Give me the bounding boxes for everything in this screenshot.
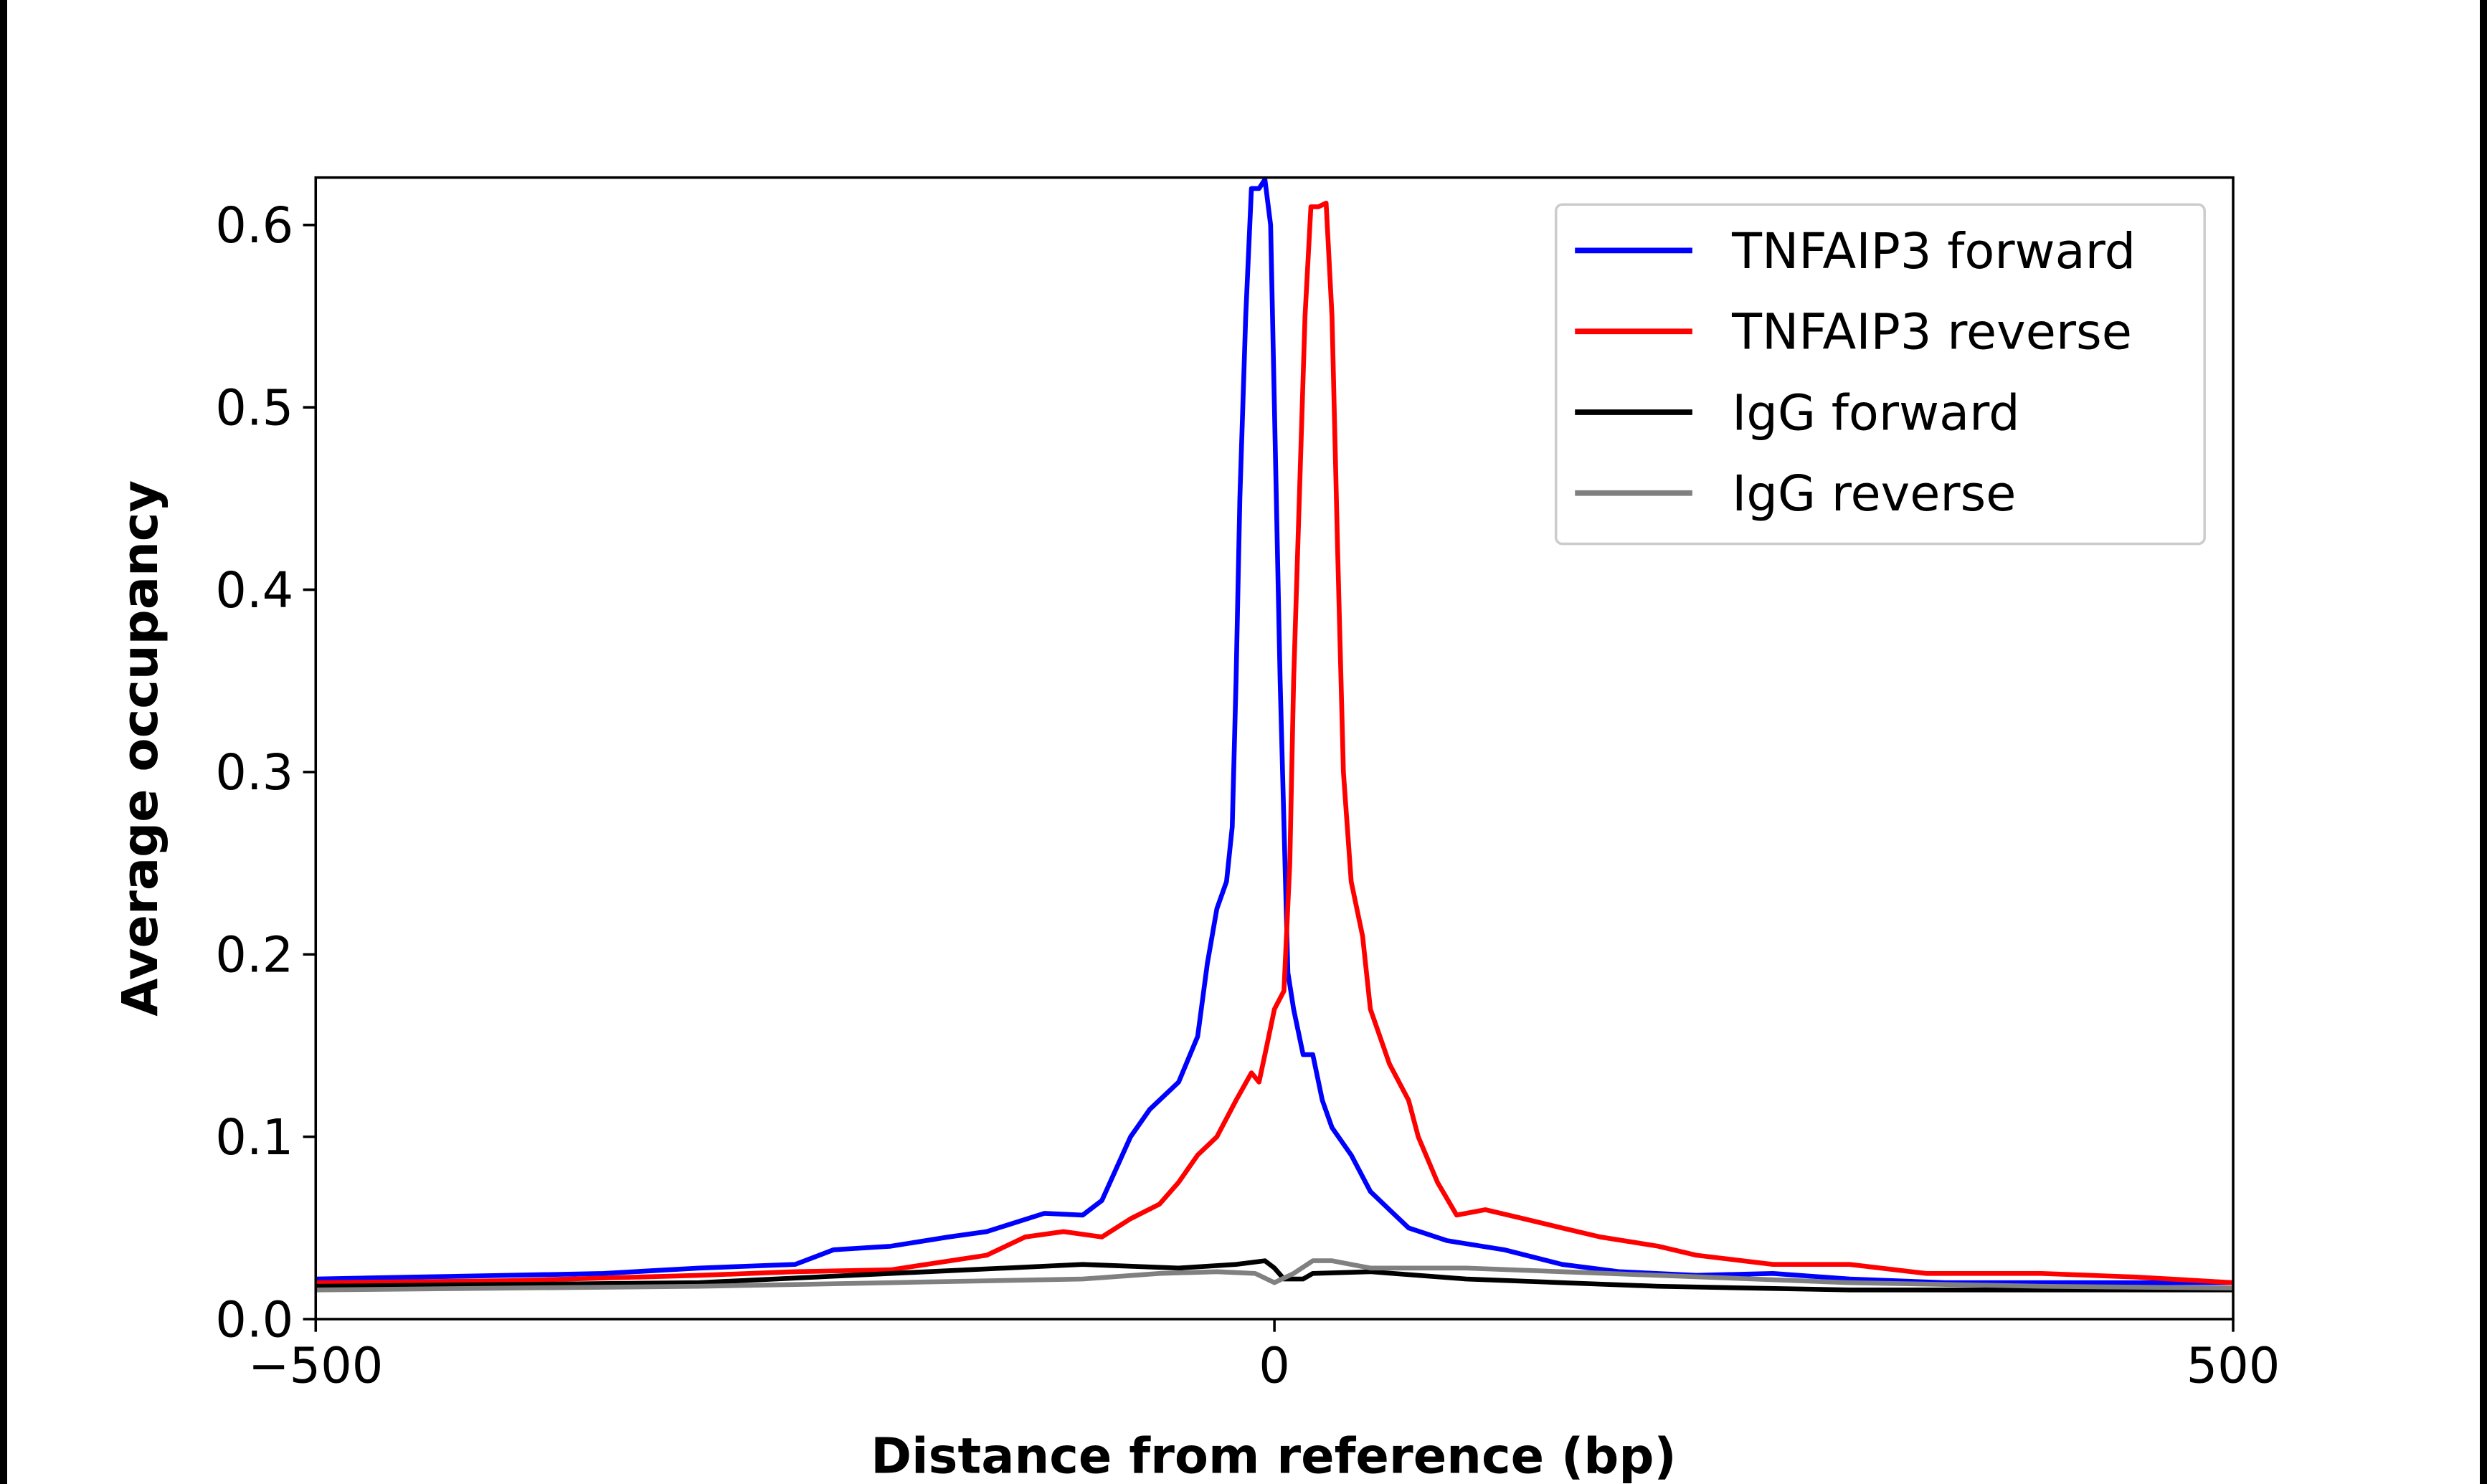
y-ticks: 0.0 0.1 0.2 0.3 0.4 0.5 0.6 — [215, 197, 316, 1349]
legend-box — [1554, 203, 2206, 546]
legend-label: TNFAIP3 forward — [1731, 223, 2136, 280]
legend-label: IgG forward — [1732, 384, 2019, 442]
y-tick-label: 0.3 — [215, 744, 293, 802]
x-tick-label: 0 — [1259, 1337, 1290, 1394]
series-line-3 — [316, 1258, 2234, 1293]
y-tick-label: 0.4 — [215, 562, 293, 619]
y-tick-label: 0.2 — [215, 927, 293, 984]
x-ticks: −500 0 500 — [248, 1319, 2280, 1394]
x-axis-label: Distance from reference (bp) — [871, 1428, 1677, 1484]
legend: TNFAIP3 forward TNFAIP3 reverse IgG forwar… — [1554, 203, 2206, 546]
x-tick-label: −500 — [248, 1337, 383, 1394]
y-tick-label: 0.6 — [215, 197, 293, 255]
series-lines — [316, 177, 2234, 1293]
series-line-1 — [316, 200, 2234, 1285]
legend-label: TNFAIP3 reverse — [1731, 304, 2132, 361]
y-tick-label: 0.5 — [215, 380, 293, 437]
series-line-2 — [316, 1258, 2234, 1293]
legend-label: IgG reverse — [1732, 465, 2016, 523]
y-tick-label: 0.0 — [215, 1291, 293, 1349]
y-axis-label: Average occupancy — [112, 480, 169, 1017]
series-line-0 — [316, 177, 2234, 1285]
y-tick-label: 0.1 — [215, 1109, 293, 1166]
x-tick-label: 500 — [2187, 1337, 2280, 1394]
